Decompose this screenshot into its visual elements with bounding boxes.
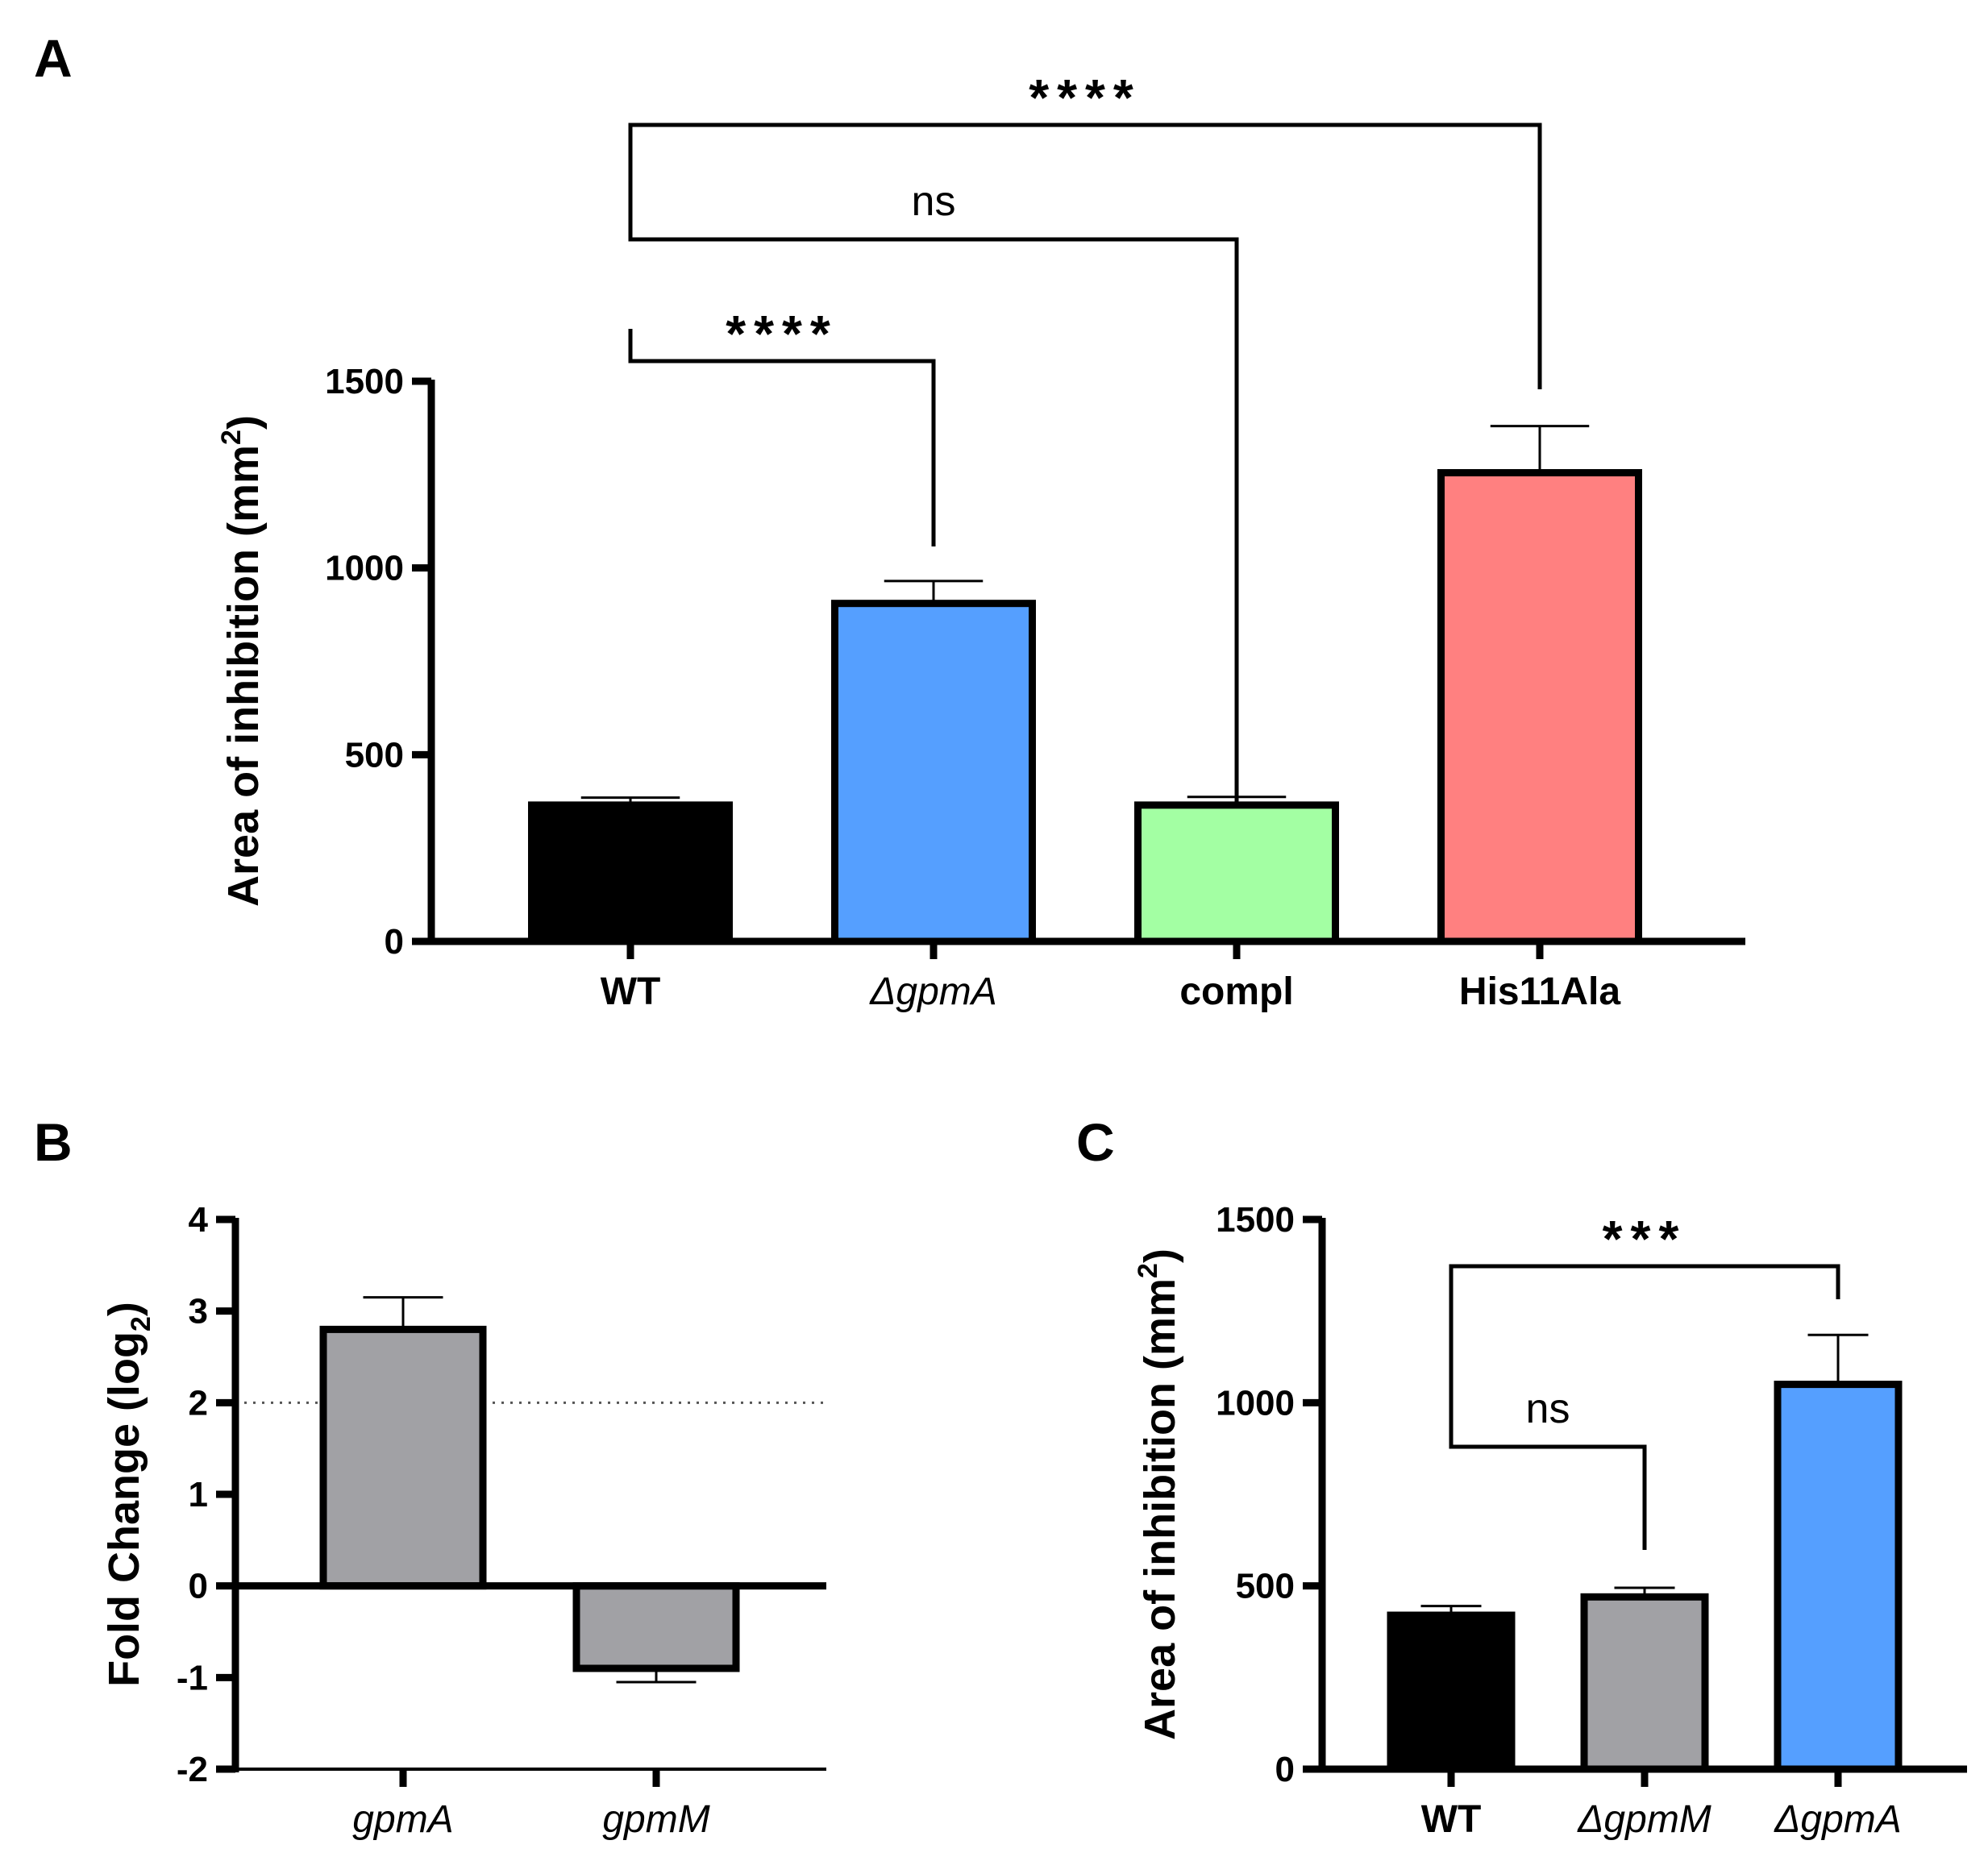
y-axis-title-main: Area of inhibition (mm: [219, 445, 268, 907]
x-tick-label: compl: [1179, 970, 1293, 1013]
y-axis-title-end: ): [100, 1302, 148, 1316]
bar: [528, 801, 733, 945]
y-tick-label: -1: [177, 1658, 208, 1697]
y-axis-title: Area of inhibition (mm2): [216, 415, 268, 907]
panel-letter: C: [1076, 1112, 1115, 1172]
y-tick-label: 1000: [325, 549, 404, 588]
significance-bracket: [1449, 1264, 1840, 1415]
y-tick-label: 1: [189, 1475, 208, 1514]
y-tick-label: 0: [1275, 1750, 1295, 1789]
y-axis-title-main: Fold Change (log: [100, 1331, 148, 1687]
y-axis-title: Fold Change (log2): [100, 1302, 156, 1687]
x-tick-label: gpmM: [602, 1798, 709, 1841]
panel-a: A 0 500 1000 1500 WT ΔgpmA compl His11Ala Area of…: [34, 28, 1745, 1013]
significance-bracket: [628, 329, 936, 546]
x-tick-label: ΔgpmM: [1577, 1798, 1711, 1841]
y-axis-title-sup: 2: [216, 430, 247, 445]
y-axis-title: Area of inhibition (mm2): [1133, 1248, 1184, 1740]
y-axis-title-sub: 2: [126, 1316, 156, 1331]
y-tick-label: 4: [189, 1200, 209, 1240]
y-tick-label: 3: [189, 1292, 208, 1331]
bar: [1134, 801, 1339, 945]
bar: [319, 1325, 487, 1590]
y-tick-label: 0: [189, 1567, 208, 1606]
panel-letter: B: [34, 1112, 73, 1172]
significance-bracket: [628, 123, 1542, 389]
significance-label: ****: [726, 305, 838, 363]
significance-label: ****: [1029, 69, 1142, 127]
y-tick-label: 1500: [1216, 1200, 1295, 1240]
y-tick-label: 2: [189, 1383, 208, 1423]
y-tick-label: 500: [345, 735, 404, 775]
x-tick-label: WT: [601, 970, 661, 1013]
x-tick-label: ΔgpmA: [1774, 1798, 1902, 1841]
bar: [1437, 469, 1642, 945]
y-axis-title-end: ): [1136, 1248, 1184, 1263]
significance-label: ns: [912, 178, 956, 225]
y-axis-title-end: ): [219, 415, 268, 430]
bar: [1387, 1611, 1516, 1773]
panel-letter: A: [34, 28, 73, 88]
significance-label: ***: [1603, 1210, 1687, 1268]
bar: [1580, 1593, 1709, 1773]
y-tick-label: 1000: [1216, 1383, 1295, 1423]
y-axis-title-sup: 2: [1133, 1263, 1163, 1278]
significance-label: ns: [1526, 1385, 1570, 1432]
significance-bracket: [628, 207, 1239, 804]
bar: [1774, 1381, 1903, 1773]
x-tick-label: His11Ala: [1459, 970, 1620, 1013]
bar: [572, 1582, 740, 1672]
x-tick-label: gpmA: [352, 1798, 453, 1841]
x-tick-label: WT: [1421, 1798, 1482, 1841]
y-tick-label: -2: [177, 1750, 208, 1789]
significance-bracket: [1449, 1415, 1647, 1550]
x-tick-label: ΔgpmA: [869, 970, 997, 1013]
y-tick-label: 500: [1236, 1567, 1295, 1606]
y-tick-label: 0: [385, 922, 404, 962]
y-tick-label: 1500: [325, 362, 404, 401]
panel-c: C 0 500 1000 1500 WT ΔgpmM ΔgpmA Area of inhibit…: [1076, 1112, 1967, 1841]
bar: [831, 600, 1036, 945]
y-axis-title-main: Area of inhibition (mm: [1136, 1278, 1184, 1740]
